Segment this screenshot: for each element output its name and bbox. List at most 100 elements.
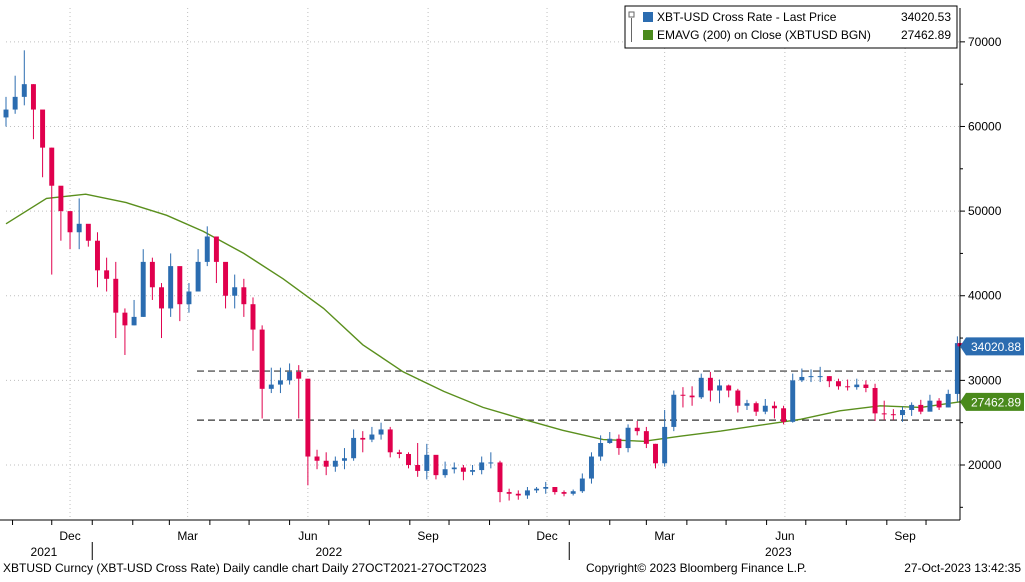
candle-body: [524, 490, 530, 496]
candle-body: [598, 442, 604, 457]
candle-body: [159, 287, 164, 309]
candle-body: [744, 403, 750, 406]
footer-right-text: 27-Oct-2023 13:42:35: [904, 561, 1021, 575]
legend: XBT-USD Cross Rate - Last Price 34020.53 E…: [624, 5, 958, 49]
y-tick-label: 40000: [968, 289, 1002, 303]
candle-body: [845, 386, 851, 388]
candle-body: [579, 478, 585, 492]
candle-body: [616, 438, 622, 449]
axes-layer: 20000 30000 40000 50000 60000 70000 Dec Mar Jun S…: [0, 8, 1002, 560]
candle-body: [296, 371, 302, 379]
candle-body: [104, 270, 110, 279]
legend-handle-icon: [628, 11, 635, 18]
candle-body: [909, 404, 915, 410]
candle-body: [67, 211, 73, 233]
candle-body: [497, 462, 503, 493]
candle-body: [835, 381, 841, 387]
y-tick-label: 70000: [968, 35, 1002, 49]
candle-body: [781, 408, 787, 422]
candle-body: [332, 460, 338, 467]
candle-body: [341, 458, 347, 461]
x-tick-label: Jun: [298, 529, 317, 543]
candle-body: [881, 413, 887, 415]
candle-body: [662, 426, 668, 464]
candle-body: [945, 393, 951, 408]
candle-body: [277, 380, 283, 385]
candle-body: [21, 84, 27, 97]
candle-body: [634, 427, 640, 432]
candle-body: [588, 456, 594, 479]
candle-body: [149, 261, 155, 288]
candle-body: [30, 84, 36, 110]
candle-body: [689, 395, 695, 398]
legend-box: [624, 5, 958, 49]
x-tick-label: Dec: [59, 529, 80, 543]
ema-layer: [5, 193, 961, 443]
candle-body: [168, 266, 174, 309]
candle-body: [625, 427, 631, 449]
candle-body: [863, 384, 869, 388]
candle-body: [470, 470, 476, 472]
candle-body: [607, 438, 613, 443]
candle-body: [378, 429, 384, 435]
x-tick-label: Sep: [894, 529, 916, 543]
footer: XBTUSD Curncy (XBT-USD Cross Rate) Daily…: [3, 561, 1021, 575]
last-value-labels: 34020.88 27462.89: [960, 337, 1024, 411]
candle-body: [76, 223, 82, 233]
candle-body: [232, 287, 238, 296]
candle-body: [369, 434, 375, 440]
candle-body: [671, 394, 677, 427]
x-tick-label: Mar: [177, 529, 198, 543]
candle-body: [122, 312, 128, 326]
candle-body: [479, 462, 485, 471]
candle-body: [268, 384, 274, 389]
candle-body: [433, 454, 439, 476]
legend-series-value: 34020.53: [901, 10, 951, 24]
candle-body: [762, 405, 768, 412]
candle-body: [854, 384, 860, 388]
x-tick-label: Mar: [654, 529, 675, 543]
x-year-label: 2023: [765, 545, 792, 559]
candle-body: [753, 403, 759, 412]
candle-body: [918, 404, 924, 412]
candle-body: [698, 377, 704, 398]
y-tick-label: 30000: [968, 373, 1002, 387]
candle-body: [259, 329, 265, 389]
candle-body: [387, 429, 393, 453]
candle-body: [223, 261, 229, 296]
candle-body: [543, 486, 549, 489]
candle-body: [85, 223, 91, 241]
legend-series-name: XBT-USD Cross Rate - Last Price: [657, 10, 837, 24]
ema-line: [5, 193, 961, 443]
last-value-text: 34020.88: [971, 340, 1021, 354]
candle-body: [488, 462, 494, 464]
candle-body: [360, 437, 366, 440]
price-last-value-tag: [960, 337, 1024, 356]
candle-body: [140, 261, 146, 317]
y-tick-label: 50000: [968, 204, 1002, 218]
candle-body: [305, 378, 311, 457]
candle-body: [442, 469, 448, 476]
candle-body: [415, 464, 421, 471]
candle-body: [790, 380, 796, 422]
legend-series-value: 27462.89: [901, 28, 951, 42]
candle-body: [534, 488, 540, 491]
last-value-text: 27462.89: [971, 395, 1021, 409]
candle-body: [250, 304, 256, 330]
candle-body: [771, 405, 777, 409]
candle-body: [826, 376, 832, 382]
x-year-label: 2022: [315, 545, 342, 559]
candle-body: [936, 400, 942, 408]
x-tick-label: Jun: [775, 529, 794, 543]
reference-lines: [197, 370, 960, 421]
candle-body: [643, 431, 649, 444]
candle-body: [460, 467, 466, 472]
candle-body: [314, 456, 320, 461]
y-tick-label: 20000: [968, 458, 1002, 472]
candle-body: [241, 287, 247, 305]
legend-swatch: [643, 30, 653, 40]
legend-series-name: EMAVG (200) on Close (XBTUSD BGN): [657, 28, 871, 42]
candle-body: [872, 387, 878, 414]
candle-body: [680, 394, 686, 396]
